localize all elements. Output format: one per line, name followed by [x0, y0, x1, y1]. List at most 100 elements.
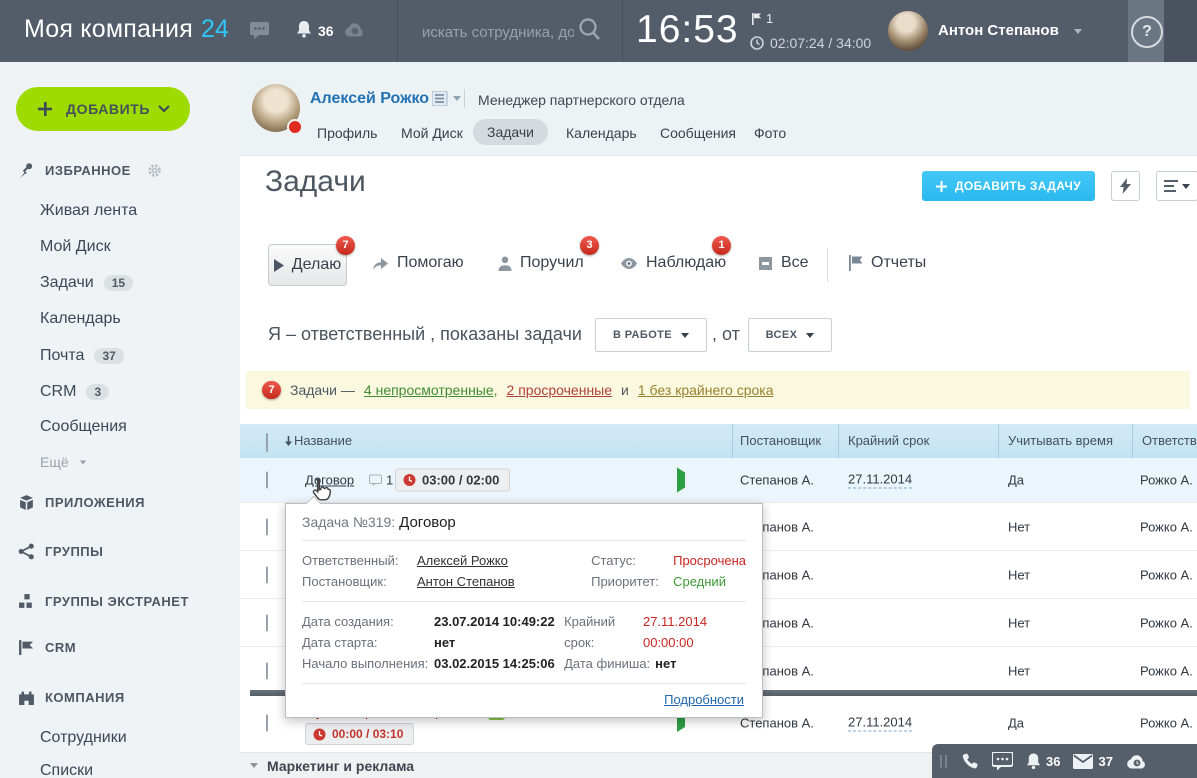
- sidebar-section-favorites[interactable]: ИЗБРАННОЕ: [18, 162, 162, 179]
- task-deadline-link[interactable]: 27.11.2014: [848, 714, 913, 732]
- sort-desc-icon[interactable]: [285, 436, 292, 446]
- profile-tab-tasks[interactable]: Задачи: [473, 119, 549, 145]
- task-timer-badge[interactable]: 00:00 / 03:10: [305, 723, 415, 745]
- notifications-count[interactable]: 36: [318, 23, 334, 39]
- search-input[interactable]: [420, 18, 576, 46]
- row-checkbox[interactable]: [266, 518, 268, 536]
- sidebar-item-messages[interactable]: Сообщения: [40, 418, 127, 435]
- page-title: Задачи: [265, 165, 366, 198]
- author-link[interactable]: Антон Степанов: [417, 574, 515, 589]
- sidebar-item-tasks[interactable]: Задачи 15: [40, 274, 134, 292]
- row-checkbox[interactable]: [266, 471, 268, 489]
- sidebar-section-company[interactable]: КОМПАНИЯ: [18, 689, 125, 706]
- sidebar-section-extranet-groups[interactable]: ГРУППЫ ЭКСТРАНЕТ: [18, 593, 189, 610]
- flag-icon: [752, 12, 761, 25]
- sidebar-item-more[interactable]: Ещё: [40, 454, 87, 470]
- sidebar-item-live-feed[interactable]: Живая лента: [40, 202, 138, 219]
- tab-helping[interactable]: Помогаю: [372, 254, 464, 272]
- column-header-responsible[interactable]: Ответственный: [1142, 433, 1197, 448]
- column-header-deadline[interactable]: Крайний срок: [848, 433, 930, 448]
- sidebar-section-groups[interactable]: ГРУППЫ: [18, 543, 103, 560]
- chat-icon[interactable]: [250, 22, 269, 39]
- table-row[interactable]: Степанов А. Нет Рожко А.: [240, 598, 1197, 647]
- disk-cloud-icon[interactable]: [1126, 753, 1148, 769]
- dock-bell-count[interactable]: 36: [1046, 753, 1061, 769]
- task-author: Степанов А.: [740, 715, 814, 731]
- chevron-down-icon[interactable]: [1074, 29, 1082, 34]
- user-name[interactable]: Антон Степанов: [938, 22, 1059, 39]
- sidebar: ДОБАВИТЬ ИЗБРАННОЕ Живая лента Мой Диск …: [0, 62, 240, 778]
- brand-text: Моя компания: [24, 15, 193, 43]
- sidebar-section-apps[interactable]: ПРИЛОЖЕНИЯ: [18, 494, 145, 511]
- work-clock[interactable]: 16:53: [636, 8, 739, 51]
- add-button[interactable]: ДОБАВИТЬ: [16, 87, 190, 131]
- app-logo[interactable]: Моя компания 24: [24, 15, 229, 44]
- add-task-button[interactable]: ДОБАВИТЬ ЗАДАЧУ: [922, 171, 1095, 201]
- responsible-link[interactable]: Алексей Рожко: [417, 553, 508, 568]
- tab-watching[interactable]: Наблюдаю: [620, 254, 726, 272]
- help-button[interactable]: ?: [1131, 16, 1163, 48]
- tab-reports[interactable]: Отчеты: [848, 254, 926, 272]
- overdue-tasks-link[interactable]: 2 просроченные: [506, 382, 613, 398]
- alert-joiner: и: [621, 382, 629, 398]
- profile-tab-photo[interactable]: Фото: [754, 125, 787, 141]
- profile-tab-calendar[interactable]: Календарь: [566, 125, 637, 141]
- status-filter-dropdown[interactable]: В РАБОТЕ: [595, 318, 707, 352]
- details-link[interactable]: Подробности: [664, 692, 744, 707]
- profile-menu-icon[interactable]: [432, 91, 461, 106]
- table-row[interactable]: Договор 1 03:00 / 02:00 Степанов А. 27.1…: [240, 458, 1197, 502]
- disk-cloud-icon[interactable]: [344, 22, 366, 37]
- profile-tab-disk[interactable]: Мой Диск: [401, 125, 463, 141]
- notifications-bell-icon[interactable]: [296, 20, 312, 38]
- phone-icon[interactable]: [960, 752, 979, 771]
- quick-actions-button[interactable]: [1111, 171, 1140, 201]
- select-all-checkbox[interactable]: [266, 433, 268, 452]
- gear-icon[interactable]: [147, 163, 162, 178]
- column-header-track-time[interactable]: Учитывать время: [1008, 433, 1113, 448]
- task-timer-badge[interactable]: 03:00 / 02:00: [395, 468, 511, 492]
- timer-clock-icon: [403, 474, 416, 486]
- list-icon: [1164, 180, 1178, 192]
- user-avatar[interactable]: [888, 11, 928, 51]
- column-header-name[interactable]: Название: [294, 433, 353, 448]
- dock-mail-count[interactable]: 37: [1098, 753, 1113, 769]
- comments-indicator[interactable]: 1: [369, 473, 393, 488]
- drag-handle[interactable]: [940, 754, 947, 768]
- search-icon[interactable]: [578, 17, 602, 42]
- flag-counter[interactable]: 1: [752, 11, 773, 26]
- task-priority: Средний: [673, 574, 726, 589]
- worktime-timer[interactable]: 02:07:24 / 34:00: [750, 35, 871, 51]
- chat-icon[interactable]: [992, 751, 1013, 771]
- mail-icon[interactable]: [1073, 753, 1094, 769]
- unseen-tasks-link[interactable]: 4 непросмотренные,: [363, 382, 498, 398]
- task-track-time: Нет: [1008, 567, 1031, 583]
- sidebar-item-crm[interactable]: CRM 3: [40, 383, 110, 401]
- start-date: нет: [434, 635, 456, 650]
- view-options-button[interactable]: [1156, 171, 1197, 201]
- row-checkbox[interactable]: [266, 566, 268, 584]
- row-checkbox[interactable]: [266, 614, 268, 632]
- tab-doing[interactable]: Делаю: [268, 244, 347, 286]
- tab-delegated[interactable]: Поручил: [498, 254, 584, 272]
- row-checkbox[interactable]: [266, 662, 268, 680]
- begin-date: 03.02.2015 14:25:06: [434, 656, 555, 671]
- profile-name[interactable]: Алексей Рожко: [310, 90, 430, 107]
- author-filter-dropdown[interactable]: ВСЕХ: [748, 318, 832, 352]
- sidebar-section-crm[interactable]: CRM: [18, 639, 76, 656]
- column-header-author[interactable]: Постановщик: [740, 433, 822, 448]
- sidebar-item-employees[interactable]: Сотрудники: [40, 729, 127, 746]
- sidebar-item-mail[interactable]: Почта 37: [40, 347, 124, 365]
- sidebar-item-lists[interactable]: Списки: [40, 762, 94, 778]
- profile-tab-messages[interactable]: Сообщения: [660, 125, 736, 141]
- task-responsible: Рожко А.: [1140, 519, 1193, 535]
- no-deadline-tasks-link[interactable]: 1 без крайнего срока: [637, 382, 774, 398]
- help-panel[interactable]: ?: [1128, 0, 1164, 62]
- tab-all[interactable]: Все: [758, 254, 809, 272]
- start-task-icon[interactable]: [677, 467, 685, 493]
- profile-tab-profile[interactable]: Профиль: [317, 125, 378, 141]
- notifications-bell-icon[interactable]: [1026, 752, 1041, 770]
- task-deadline-link[interactable]: 27.11.2014: [848, 471, 913, 489]
- sidebar-item-calendar[interactable]: Календарь: [40, 310, 121, 327]
- row-checkbox[interactable]: [266, 714, 268, 732]
- sidebar-item-my-disk[interactable]: Мой Диск: [40, 238, 111, 255]
